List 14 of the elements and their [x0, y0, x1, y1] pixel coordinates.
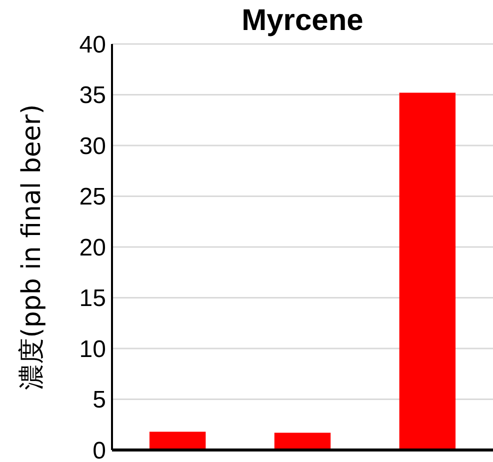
bar — [274, 432, 331, 450]
y-tick-label: 25 — [79, 184, 106, 211]
bar — [149, 432, 206, 450]
y-tick-label: 20 — [79, 234, 106, 262]
y-tick-label: 40 — [79, 31, 106, 58]
y-axis-title: 濃度(ppb in final beer) — [17, 104, 47, 390]
y-tick-label: 5 — [92, 386, 106, 414]
chart-title: Myrcene — [242, 4, 364, 37]
y-tick-label: 15 — [79, 285, 106, 312]
y-tick-label: 10 — [79, 336, 106, 363]
bar — [399, 92, 456, 450]
y-tick-label: 35 — [79, 82, 106, 110]
y-tick-label: 0 — [92, 437, 106, 462]
y-tick-label: 30 — [79, 132, 106, 160]
